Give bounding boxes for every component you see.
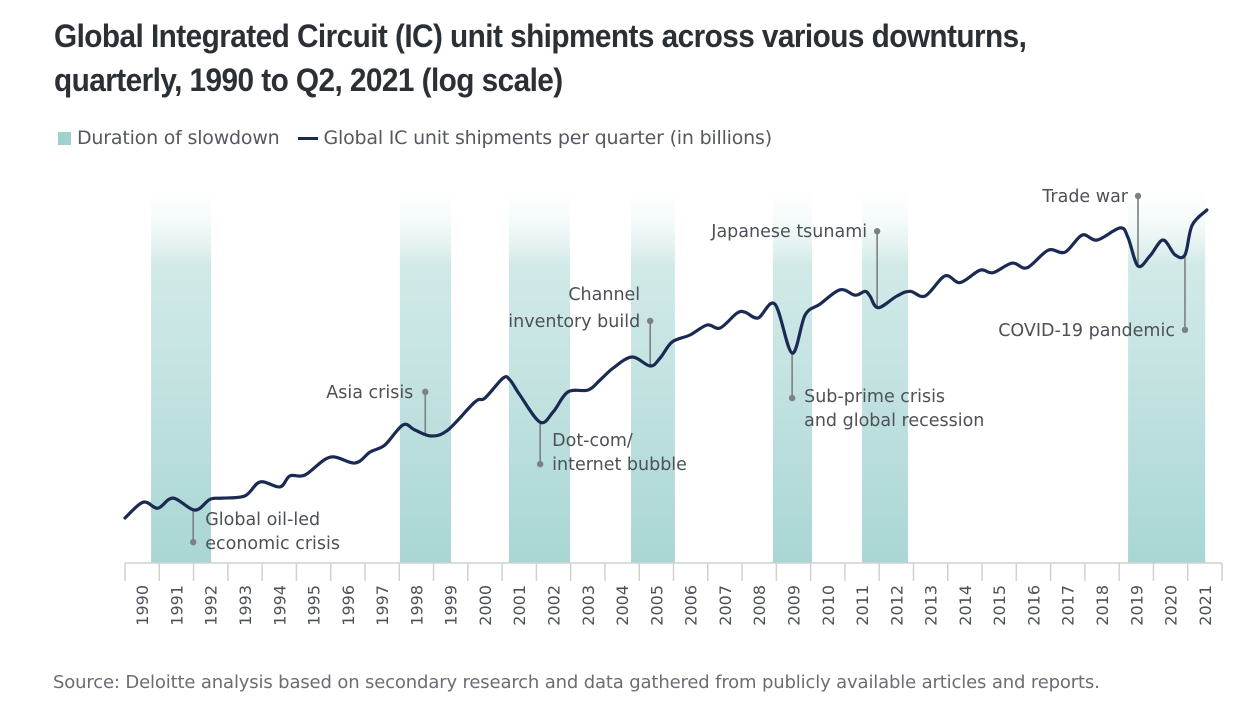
x-tick-label: 1999 (442, 585, 461, 626)
x-tick-label: 2010 (819, 585, 838, 626)
x-tick-label: 2003 (579, 585, 598, 626)
x-tick-label: 2014 (956, 585, 975, 626)
x-tick-label: 2017 (1059, 585, 1078, 626)
slowdown-band (862, 180, 908, 563)
legend-line-label: Global IC unit shipments per quarter (in… (323, 127, 773, 149)
x-tick-label: 1990 (133, 585, 152, 626)
shipments-line (123, 208, 1209, 520)
x-tick-label: 2013 (922, 585, 941, 626)
annotation-dot (422, 388, 429, 396)
annotation-dot (1134, 192, 1142, 200)
x-tick-label: 2001 (510, 585, 529, 626)
x-tick-label: 1996 (339, 585, 358, 626)
x-tick-label: 2000 (476, 585, 495, 626)
chart-title: Global Integrated Circuit (IC) unit ship… (54, 18, 1027, 98)
annotation-dot (873, 228, 881, 235)
x-tick-label: 2021 (1196, 585, 1215, 626)
x-tick-label: 1998 (407, 585, 426, 626)
annotation-label: COVID-19 pandemic (998, 321, 1175, 341)
annotation-label: Sub-prime crisis (804, 387, 945, 407)
x-tick-label: 2019 (1127, 585, 1146, 626)
x-tick-labels: 1990 1991 1992 1993 1994 1995 1996 1997 1998 1999… (133, 585, 1215, 626)
annotation-dot (190, 538, 197, 546)
x-tick-label: 2012 (887, 585, 906, 626)
legend: Duration of slowdown Global IC unit ship… (58, 126, 772, 150)
annotation-label: Trade war (1041, 187, 1129, 207)
x-tick-label: 1994 (270, 585, 289, 626)
annotation-dot (788, 394, 796, 402)
x-tick-label: 2002 (545, 585, 564, 626)
x-tick-label: 1991 (167, 585, 186, 626)
x-tick-label: 2008 (750, 585, 769, 626)
x-axis (124, 562, 1223, 581)
slowdown-band (399, 180, 452, 563)
x-tick-label: 2004 (613, 585, 632, 626)
annotation-label: Japanese tsunami (710, 222, 867, 242)
slowdown-band (508, 180, 570, 563)
annotation-leaders (190, 192, 1189, 546)
annotation-dot (646, 317, 654, 325)
annotation-label: internet bubble (552, 455, 687, 475)
slowdown-bands (151, 180, 1206, 563)
annotation-label: Dot-com/ (552, 431, 633, 451)
annotation-labels: Global oil-led economic crisis Asia crisis… (205, 187, 1175, 554)
x-tick-label: 2006 (682, 585, 701, 626)
x-tick-label: 2011 (853, 585, 872, 626)
x-tick-label: 1992 (202, 585, 221, 626)
annotation-label: Asia crisis (326, 383, 413, 403)
x-tick-label: 2020 (1162, 585, 1181, 626)
annotation-dot (1181, 326, 1189, 334)
x-tick-label: 1995 (305, 585, 324, 626)
slowdown-band (151, 180, 212, 563)
x-tick-label: 2005 (647, 585, 666, 626)
x-tick-label: 2018 (1093, 585, 1112, 626)
annotation-label: Channel (568, 285, 640, 305)
annotation-label: inventory build (508, 312, 640, 332)
source-note: Source: Deloitte analysis based on secon… (53, 672, 1100, 693)
annotation-dot (536, 460, 544, 468)
legend-band-label: Duration of slowdown (77, 127, 280, 149)
legend-band-swatch (58, 131, 71, 145)
annotation-label: and global recession (804, 411, 984, 431)
x-tick-label: 2016 (1024, 585, 1043, 626)
x-tick-label: 2009 (784, 585, 803, 626)
annotation-label: Global oil-led (205, 510, 320, 530)
slowdown-band (1128, 180, 1206, 563)
x-tick-label: 2007 (716, 585, 735, 626)
annotation-label: economic crisis (205, 534, 340, 554)
x-tick-label: 1993 (236, 585, 255, 626)
x-tick-label: 2015 (990, 585, 1009, 626)
slowdown-band (630, 180, 675, 563)
legend-line-swatch (297, 136, 318, 140)
x-tick-label: 1997 (373, 585, 392, 626)
